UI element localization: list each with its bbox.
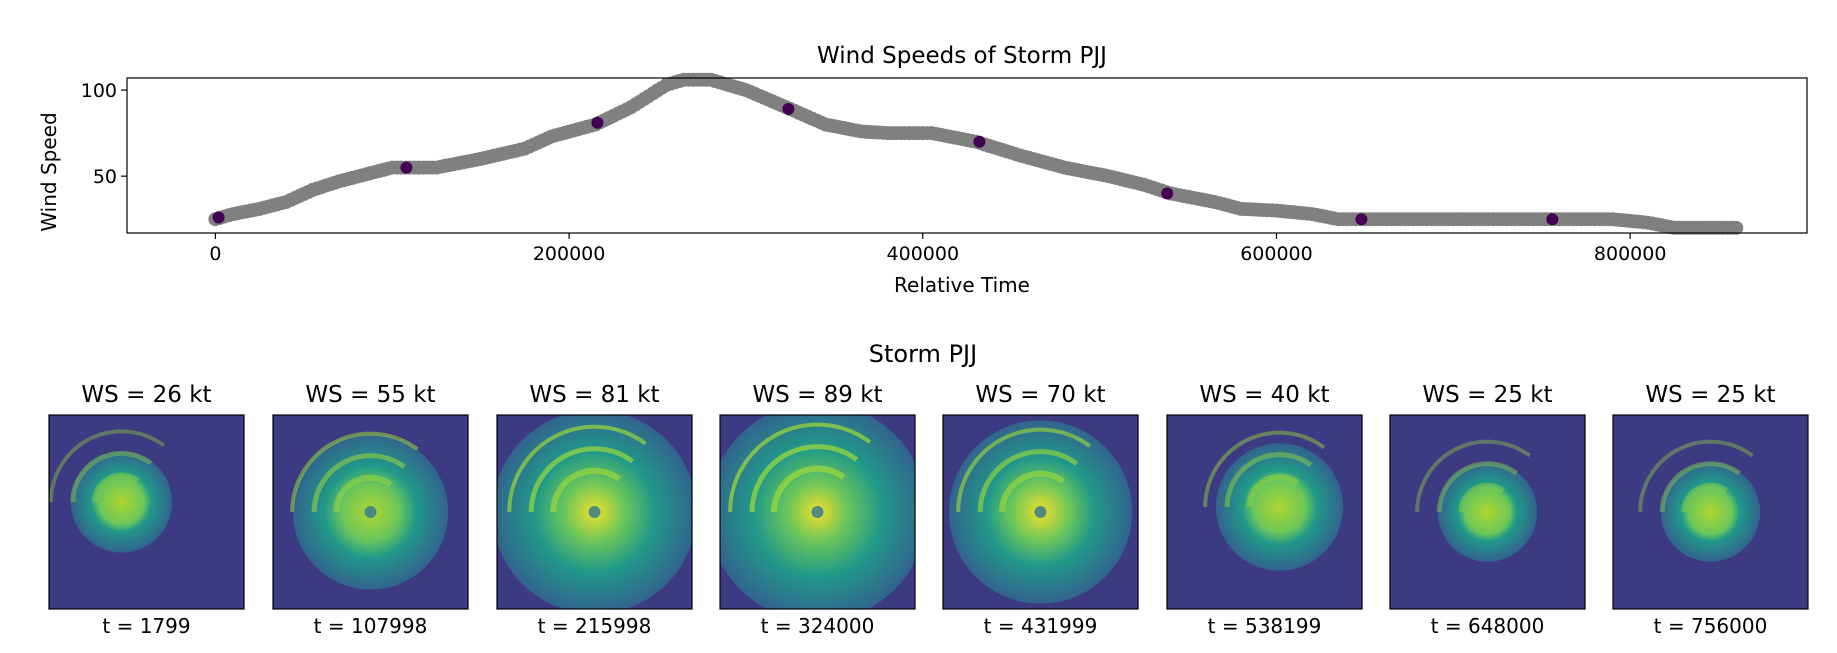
spiral-band — [528, 446, 634, 513]
panel-frame — [719, 414, 916, 610]
spiral-band — [333, 474, 393, 513]
panel-title: WS = 40 kt — [1199, 382, 1329, 408]
spiral-band — [749, 444, 859, 513]
satellite-panel: WS = 70 kt t = 431999 — [942, 382, 1139, 638]
panel-title: WS = 89 kt — [752, 382, 882, 408]
spiral-band — [1415, 439, 1531, 513]
satellite-panel: WS = 26 kt t = 1799 — [48, 382, 245, 638]
storm-cloud — [70, 451, 173, 553]
chart-title: Wind Speeds of Storm PJJ — [817, 43, 1107, 69]
panel-caption: t = 431999 — [984, 614, 1098, 638]
y-tick-label: 50 — [93, 166, 117, 188]
panel-title: WS = 70 kt — [975, 382, 1105, 408]
panel-frame — [1389, 414, 1586, 610]
spiral-band — [70, 450, 153, 503]
spiral-band — [1638, 439, 1754, 513]
storm-eye — [1034, 506, 1047, 518]
panel-frame — [1166, 414, 1363, 610]
panel-frame — [942, 414, 1139, 610]
panel-caption: t = 538199 — [1208, 614, 1322, 638]
satellite-panel: WS = 25 kt t = 648000 — [1389, 382, 1586, 638]
spiral-band — [1246, 473, 1300, 508]
sample-point — [1355, 213, 1368, 226]
grid-title: Storm PJJ — [869, 340, 977, 368]
y-tick-label: 100 — [81, 80, 117, 102]
panel-caption: t = 1799 — [102, 614, 190, 638]
panel-title: WS = 81 kt — [529, 382, 659, 408]
x-tick-label: 600000 — [1240, 243, 1313, 265]
spiral-band — [1224, 452, 1313, 508]
storm-eye — [364, 506, 377, 518]
satellite-image — [497, 415, 692, 609]
plot-frame — [126, 77, 1808, 234]
sample-point — [973, 135, 986, 148]
sample-point — [1546, 213, 1559, 226]
spiral-band — [1436, 461, 1518, 513]
panel-frame — [496, 414, 693, 610]
satellite-panel: WS = 55 kt t = 107998 — [272, 382, 469, 638]
spiral-band — [91, 472, 140, 503]
sample-point — [1161, 187, 1174, 200]
spiral-band — [550, 467, 622, 513]
sample-point — [212, 211, 225, 224]
panel-frame — [48, 414, 245, 610]
satellite-image — [943, 415, 1138, 609]
satellite-image — [49, 415, 244, 609]
storm-cloud — [1437, 462, 1538, 562]
sample-point — [400, 161, 413, 174]
satellite-image — [1613, 415, 1808, 609]
panel-caption: t = 215998 — [538, 614, 652, 638]
storm-eye — [588, 506, 601, 518]
satellite-image — [1390, 415, 1585, 609]
panel-caption: t = 648000 — [1431, 614, 1545, 638]
sample-point — [591, 116, 604, 129]
satellite-panel: WS = 81 kt t = 215998 — [496, 382, 693, 638]
panel-frame — [1612, 414, 1809, 610]
spiral-band — [771, 465, 846, 513]
panel-caption: t = 107998 — [314, 614, 428, 638]
panel-frame — [272, 414, 469, 610]
satellite-panel: WS = 25 kt t = 756000 — [1612, 382, 1809, 638]
storm-eye — [811, 506, 824, 518]
spiral-band — [49, 429, 166, 503]
satellite-panel: WS = 40 kt t = 538199 — [1166, 382, 1363, 638]
wind-speed-plot: 0 200000 400000 600000 800000 50 100 — [81, 72, 1808, 265]
panel-title: WS = 25 kt — [1645, 382, 1775, 408]
storm-cloud — [1215, 443, 1344, 571]
y-axis-label: Wind Speed — [37, 112, 61, 231]
x-tick-label: 200000 — [533, 243, 606, 265]
spiral-band — [1203, 430, 1326, 508]
spiral-band — [311, 453, 406, 513]
spiral-band — [956, 427, 1092, 513]
spiral-band — [999, 470, 1066, 513]
x-tick-label: 0 — [209, 243, 221, 265]
sample-point — [782, 103, 795, 115]
spiral-band — [1659, 461, 1741, 513]
storm-cloud — [1660, 462, 1761, 562]
panel-title: WS = 55 kt — [305, 382, 435, 408]
satellite-image — [720, 415, 915, 609]
x-tick-label: 800000 — [1594, 243, 1667, 265]
panel-title: WS = 26 kt — [81, 382, 211, 408]
x-axis-label: Relative Time — [894, 273, 1030, 297]
spiral-band — [1681, 482, 1729, 513]
spiral-band — [728, 422, 872, 513]
satellite-image — [1167, 415, 1362, 609]
satellite-panel: WS = 89 kt t = 324000 — [719, 382, 916, 638]
spiral-band — [977, 449, 1079, 513]
spiral-band — [507, 424, 647, 513]
spiral-band — [290, 431, 419, 513]
panel-caption: t = 756000 — [1654, 614, 1768, 638]
satellite-image — [273, 415, 468, 609]
panel-caption: t = 324000 — [761, 614, 875, 638]
panel-title: WS = 25 kt — [1422, 382, 1552, 408]
series-point — [1729, 220, 1744, 235]
x-tick-label: 400000 — [887, 243, 960, 265]
spiral-band — [1458, 482, 1506, 513]
